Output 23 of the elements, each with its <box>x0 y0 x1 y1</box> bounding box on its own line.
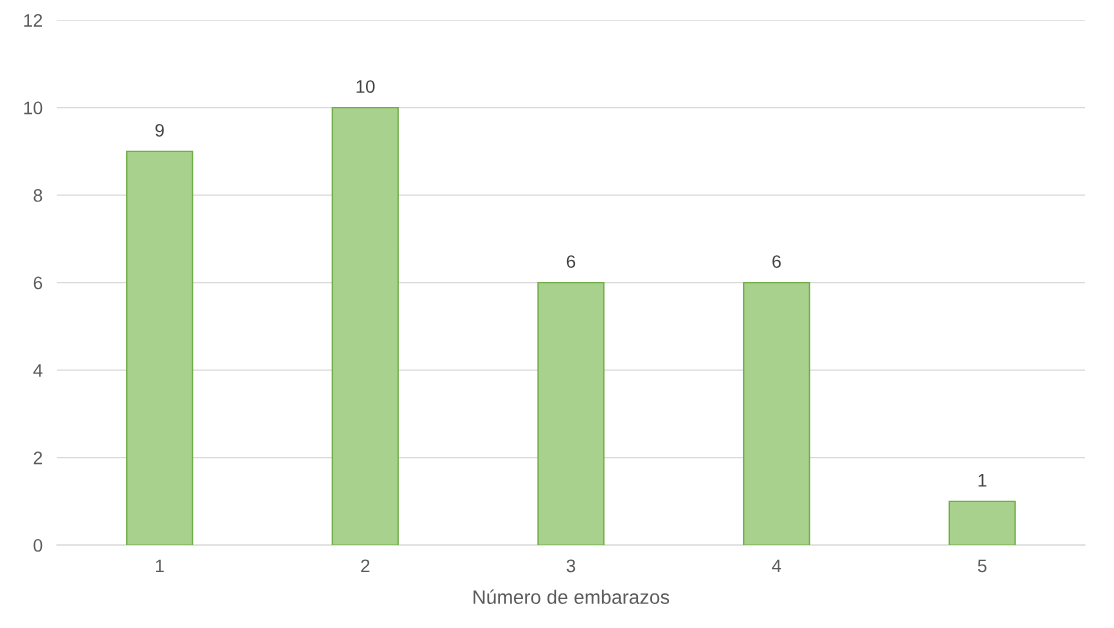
bar <box>537 281 605 546</box>
y-tick-label: 6 <box>33 276 43 290</box>
bar <box>331 106 399 546</box>
bar <box>948 500 1016 546</box>
x-tick-label: 3 <box>566 559 576 573</box>
data-label: 9 <box>155 123 164 137</box>
data-label: 6 <box>772 255 781 268</box>
y-tick-label: 10 <box>24 101 43 115</box>
y-tick-label: 12 <box>24 14 43 27</box>
x-tick-label: 5 <box>977 559 987 573</box>
data-label: 10 <box>356 80 375 93</box>
bar <box>126 150 194 546</box>
x-axis-title: Número de embarazos <box>473 589 670 604</box>
x-tick-label: 2 <box>361 559 370 573</box>
y-tick-label: 8 <box>33 189 43 202</box>
y-tick-label: 0 <box>33 539 43 552</box>
y-tick-label: 4 <box>33 364 43 377</box>
data-label: 1 <box>978 474 987 487</box>
data-label: 6 <box>566 255 576 268</box>
x-tick-label: 1 <box>155 559 164 573</box>
y-tick-label: 2 <box>33 451 43 465</box>
bar <box>742 281 811 546</box>
x-tick-label: 4 <box>771 559 782 573</box>
